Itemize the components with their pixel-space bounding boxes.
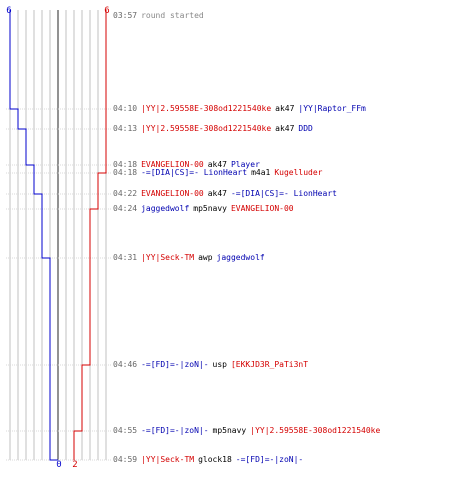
killer-name: -=[FD]=-|zoN|-	[141, 360, 209, 369]
event-time: 04:13	[113, 124, 138, 133]
blue-team-alive-line	[9, 10, 58, 461]
red-start-count: 6	[104, 6, 109, 16]
kill-event-row: 04:59 |YY|Seck-TM glock18 -=[FD]=-|zoN|-	[113, 454, 303, 465]
weapon-name: usp	[212, 360, 227, 369]
kill-event-row: 04:18 -=[DIA|CS]=- LionHeart m4a1 Kugellude…	[113, 167, 323, 178]
kill-event-row: 04:31 |YY|Seck-TM awp jaggedwolf	[113, 252, 265, 263]
event-time: 04:24	[113, 204, 138, 213]
killer-name: EVANGELION-00	[141, 189, 204, 198]
victim-name: [EKKJD3R_PaTi3nT	[230, 360, 309, 369]
weapon-name: mp5navy	[193, 204, 227, 213]
blue-end-count: 0	[56, 460, 61, 470]
event-time: 04:59	[113, 455, 138, 464]
weapon-name: awp	[198, 253, 213, 262]
event-time: 04:18	[113, 160, 138, 169]
weapon-name: m4a1	[251, 168, 271, 177]
killer-name: |YY|Seck-TM	[141, 253, 195, 262]
weapon-name: ak47	[207, 189, 227, 198]
victim-name: |YY|Raptor_FFm	[298, 104, 366, 113]
victim-name: jaggedwolf	[216, 253, 265, 262]
red-end-count: 2	[72, 460, 77, 470]
victim-name: Player	[230, 160, 260, 169]
killer-name: -=[FD]=-|zoN|-	[141, 426, 209, 435]
event-tick-marks	[6, 108, 112, 461]
weapon-name: ak47	[275, 104, 295, 113]
kill-event-row: 04:22 EVANGELION-00 ak47 -=[DIA|CS]=- LionH…	[113, 188, 337, 199]
killer-name: EVANGELION-00	[141, 160, 204, 169]
kill-event-row: 04:55 -=[FD]=-|zoN|- mp5navy |YY|2.59558E-3…	[113, 425, 380, 436]
victim-name: EVANGELION-00	[230, 204, 294, 213]
kill-event-row: 04:18 EVANGELION-00 ak47 Player	[113, 159, 260, 170]
event-time: 04:22	[113, 189, 138, 198]
red-team-alive-line	[73, 10, 107, 460]
killer-name: |YY|2.59558E-308od1221540ke	[141, 104, 272, 113]
victim-name: Kugelluder	[274, 168, 323, 177]
killer-name: -=[DIA|CS]=- LionHeart	[141, 168, 248, 177]
kill-event-row: 04:24 jaggedwolf mp5navy EVANGELION-00	[113, 203, 294, 214]
event-time: 04:46	[113, 360, 138, 369]
kill-event-row: 04:46 -=[FD]=-|zoN|- usp [EKKJD3R_PaTi3nT	[113, 359, 308, 370]
alive-count-chart: 6 6 0 2	[6, 6, 112, 470]
weapon-name: ak47	[207, 160, 227, 169]
killer-name: jaggedwolf	[141, 204, 190, 213]
chart-grid	[9, 10, 107, 460]
weapon-name: ak47	[275, 124, 295, 133]
kill-event-row: 04:13 |YY|2.59558E-308od1221540ke ak47 DDD	[113, 123, 313, 134]
killer-name: |YY|2.59558E-308od1221540ke	[141, 124, 272, 133]
weapon-name: glock18	[198, 455, 232, 464]
weapon-name: mp5navy	[212, 426, 247, 435]
event-time: 04:31	[113, 253, 138, 262]
round-start-row: 03:57 round started	[113, 10, 204, 21]
victim-name: DDD	[298, 124, 313, 133]
kill-event-row: 04:10 |YY|2.59558E-308od1221540ke ak47 |YY|…	[113, 103, 366, 114]
event-time: 04:55	[113, 426, 138, 435]
event-time: 03:57	[113, 11, 138, 20]
event-time: 04:10	[113, 104, 138, 113]
killer-name: |YY|Seck-TM	[141, 455, 195, 464]
system-message: round started	[141, 11, 204, 20]
event-time: 04:18	[113, 168, 138, 177]
victim-name: -=[FD]=-|zoN|-	[235, 455, 304, 464]
blue-start-count: 6	[6, 6, 11, 16]
victim-name: |YY|2.59558E-308od1221540ke	[250, 426, 381, 435]
victim-name: -=[DIA|CS]=- LionHeart	[230, 189, 337, 198]
